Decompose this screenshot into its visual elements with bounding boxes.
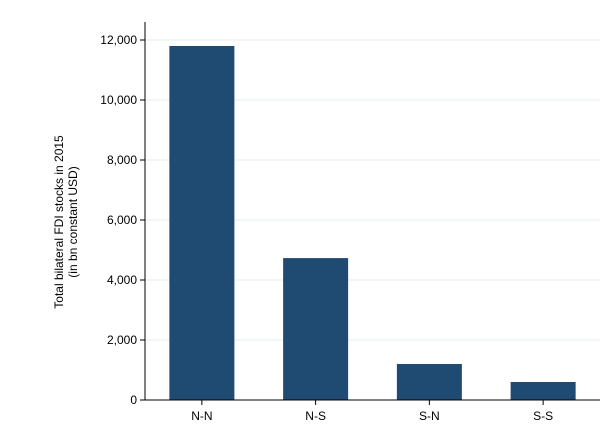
x-tick-label: S-S (533, 409, 553, 423)
x-tick-label: N-S (305, 409, 326, 423)
axes-layer (140, 22, 600, 405)
y-tick-label: 6,000 (107, 213, 137, 227)
y-axis-title-line-2: (in bn constant USD) (66, 166, 80, 277)
y-tick-label: 2,000 (107, 333, 137, 347)
y-tick-label: 12,000 (100, 33, 137, 47)
bars-layer (169, 46, 576, 400)
x-tick-label: S-N (419, 409, 440, 423)
y-tick-label: 10,000 (100, 93, 137, 107)
bar-s-n (396, 364, 462, 400)
bar-n-n (169, 46, 235, 400)
bar-s-s (510, 382, 576, 400)
y-tick-label: 8,000 (107, 153, 137, 167)
labels-layer: 0 2,000 4,000 6,000 8,000 10,000 12,000 N-N N-S S… (100, 33, 553, 423)
y-tick-label: 0 (130, 393, 137, 407)
y-axis-title-line-1: Total bilateral FDI stocks in 2015 (52, 135, 66, 309)
bar-n-s (283, 258, 349, 400)
y-tick-label: 4,000 (107, 273, 137, 287)
x-tick-label: N-N (191, 409, 212, 423)
